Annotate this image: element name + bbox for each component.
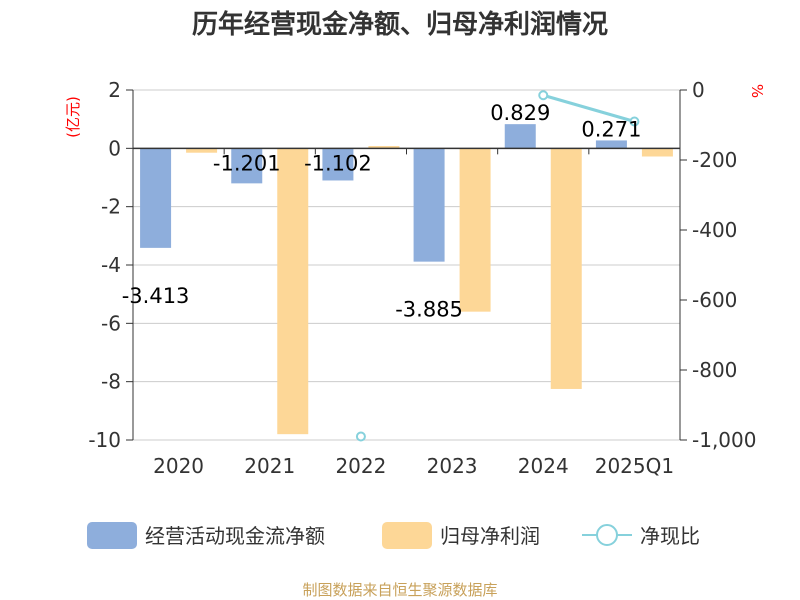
cashflow-bar [322,148,354,181]
ratio-line-segment [542,93,635,123]
category-label: 2020 [153,454,204,478]
left-tick-label: 2 [108,78,121,102]
cashflow-data-label: 0.829 [490,101,550,125]
cashflow-data-label: -1.102 [304,151,372,175]
legend-label: 经营活动现金流净额 [145,524,325,548]
ratio-point [629,116,640,127]
source-note: 制图数据来自恒生聚源数据库 [302,581,497,599]
left-tick-label: -8 [101,370,121,394]
right-tick-label: -800 [692,358,737,382]
cashflow-data-label: -3.413 [122,284,190,308]
net-profit-bar [641,148,673,157]
net-profit-bar [459,148,491,312]
left-tick-label: -4 [101,253,121,277]
net-profit-bar [550,148,582,389]
left-axis-unit: (亿元) [64,96,82,138]
legend-label: 净现比 [640,524,700,548]
right-tick-label: -600 [692,288,737,312]
legend-label: 归母净利润 [440,524,540,548]
net-profit-bar [277,148,309,435]
cashflow-data-label: 0.271 [581,117,641,141]
axes: 2 0 -2 -4 -6 -8 -10 0 -200 -400 -600 -800 -1,000 2020… [88,78,756,478]
legend-cashflow: 经营活动现金流净额 [87,522,325,549]
category-label: 2023 [427,454,478,478]
cashflow-bar [140,148,172,248]
legend-net-profit: 归母净利润 [382,522,540,549]
category-label: 2025Q1 [595,454,674,478]
category-label: 2024 [518,454,569,478]
category-label: 2021 [244,454,295,478]
left-tick-label: 0 [108,136,121,160]
right-tick-label: -1,000 [692,428,756,452]
chart-title: 历年经营现金净额、归母净利润情况 [192,9,608,40]
cashflow-bar [595,140,627,149]
cashflow-data-label: -3.885 [395,298,463,322]
right-tick-label: -400 [692,218,737,242]
bars-group [140,124,673,435]
data-labels-group: -3.413 -1.201 -1.102 -3.885 0.829 0.271 [122,101,642,321]
legend-marker [596,524,618,546]
net-profit-bar [368,146,400,149]
ratio-point [355,431,366,442]
net-profit-bar [186,148,218,153]
cashflow-data-label: -1.201 [213,151,281,175]
right-axis-unit: % [748,84,766,98]
ratio-line-group [355,90,640,442]
right-tick-label: -200 [692,148,737,172]
legend: 经营活动现金流净额 归母净利润 净现比 [87,522,700,549]
left-tick-label: -10 [88,428,121,452]
right-tick-label: 0 [692,78,705,102]
ratio-point [538,90,549,101]
left-tick-label: -6 [101,311,121,335]
cashflow-bar [504,124,536,149]
legend-swatch [382,522,432,549]
category-label: 2022 [335,454,386,478]
legend-ratio: 净现比 [582,524,700,548]
left-tick-label: -2 [101,195,121,219]
cashflow-bar [231,148,263,184]
cashflow-bar [413,148,445,262]
legend-swatch [87,522,137,549]
